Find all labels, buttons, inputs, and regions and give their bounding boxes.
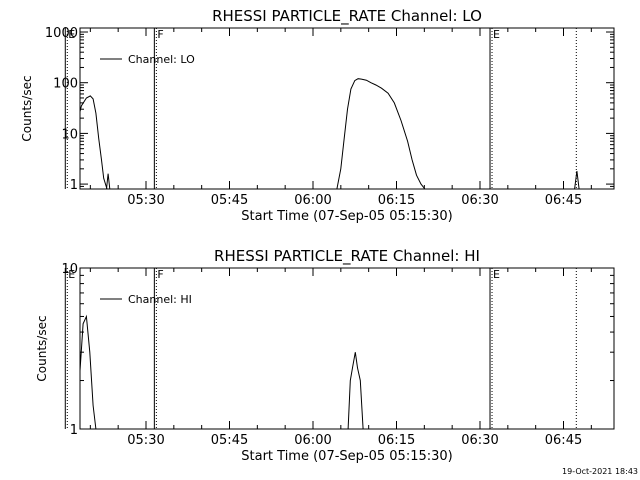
series-line (80, 95, 108, 189)
x-tick-label: 06:15 (378, 433, 415, 448)
x-tick-label: 05:45 (211, 193, 248, 208)
footer-timestamp: 19-Oct-2021 18:43 (562, 467, 638, 476)
x-tick-label: 06:00 (294, 433, 331, 448)
series-line (347, 352, 364, 429)
series-line (574, 171, 580, 189)
marker-label: E (68, 268, 75, 281)
x-tick-label: 06:45 (545, 193, 582, 208)
x-tick-label: 05:45 (211, 433, 248, 448)
series-line (106, 173, 111, 189)
x-tick-label: 06:00 (294, 193, 331, 208)
series-line (80, 314, 97, 429)
x-tick-label: 06:45 (545, 433, 582, 448)
x-tick-label: 06:30 (461, 193, 498, 208)
marker-label: F (157, 28, 163, 41)
plot-frame (79, 267, 615, 430)
y-axis-label: Counts/sec (20, 75, 34, 141)
chart-title: RHESSI PARTICLE_RATE Channel: HI (214, 247, 480, 266)
marker-label: E (493, 268, 500, 281)
x-axis-label: Start Time (07-Sep-05 05:15:30) (241, 209, 452, 224)
x-tick-label: 05:30 (127, 433, 164, 448)
y-tick-label: 1 (70, 178, 78, 193)
marker-label: E (493, 28, 500, 41)
x-tick-label: 06:30 (461, 433, 498, 448)
legend-label: Channel: HI (128, 293, 192, 306)
plot-frame (79, 27, 615, 190)
x-tick-label: 06:15 (378, 193, 415, 208)
series-line (336, 78, 426, 189)
x-axis-label: Start Time (07-Sep-05 05:15:30) (241, 449, 452, 464)
y-tick-label: 1 (70, 423, 78, 438)
legend-label: Channel: LO (128, 53, 195, 66)
marker-label: F (157, 268, 163, 281)
y-tick-label: 1000 (45, 26, 78, 41)
marker-label: E (68, 28, 75, 41)
x-tick-label: 05:30 (127, 193, 164, 208)
y-tick-label: 10 (61, 127, 78, 142)
chart-title: RHESSI PARTICLE_RATE Channel: LO (212, 7, 482, 26)
y-axis-label: Counts/sec (35, 315, 49, 381)
